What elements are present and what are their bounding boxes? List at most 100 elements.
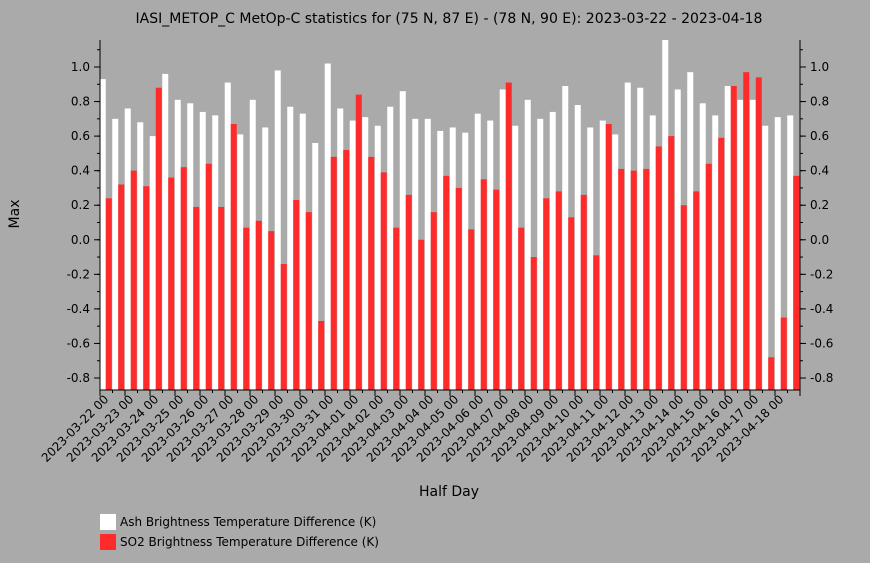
- so2-bar: [630, 170, 637, 390]
- so2-bar: [493, 189, 500, 390]
- ash-bar: [424, 118, 431, 390]
- ash-bar: [624, 82, 631, 391]
- so2-bar: [105, 198, 112, 390]
- ash-bar: [299, 113, 306, 391]
- ash-bar: [687, 72, 694, 391]
- so2-bar: [468, 229, 475, 390]
- ash-bar: [487, 120, 494, 390]
- so2-bar: [180, 167, 187, 390]
- so2-bar: [505, 82, 512, 391]
- y-tick-label-right: 0.2: [810, 198, 829, 212]
- so2-bar: [230, 124, 237, 391]
- ash-bar: [499, 89, 506, 391]
- y-tick-label-left: 0.4: [71, 164, 90, 178]
- ash-bar: [237, 134, 244, 390]
- so2-bar: [568, 217, 575, 390]
- so2-bar: [143, 186, 150, 390]
- ash-bar: [212, 115, 219, 390]
- y-tick-label-left: 0.6: [71, 129, 90, 143]
- y-tick-label-right: -0.2: [810, 267, 833, 281]
- so2-bar: [618, 168, 625, 390]
- ash-bar: [149, 136, 156, 390]
- ash-bar: [362, 117, 369, 391]
- y-tick-label-left: -0.2: [67, 267, 90, 281]
- so2-bar: [318, 320, 325, 390]
- so2-bar: [593, 255, 600, 390]
- y-axis-label: Max: [7, 200, 23, 229]
- ash-bar: [762, 125, 769, 391]
- legend-swatch-ash: [100, 514, 116, 530]
- ash-bar: [412, 118, 419, 390]
- ash-bar: [674, 89, 681, 391]
- so2-bar: [655, 146, 662, 390]
- so2-bar: [743, 72, 750, 391]
- so2-bar: [443, 175, 450, 390]
- ash-bar: [399, 91, 406, 390]
- so2-bar: [780, 317, 787, 390]
- ash-bar: [324, 63, 331, 390]
- legend: Ash Brightness Temperature Difference (K…: [100, 512, 379, 552]
- ash-bar: [787, 115, 794, 390]
- ash-bar: [549, 111, 556, 391]
- y-tick-label-right: 0.4: [810, 164, 829, 178]
- legend-swatch-so2: [100, 534, 116, 550]
- so2-bar: [393, 227, 400, 390]
- so2-bar: [343, 149, 350, 390]
- ash-bar: [262, 127, 269, 390]
- so2-bar: [305, 212, 312, 390]
- ash-bar: [162, 73, 169, 390]
- ash-bar: [724, 86, 731, 390]
- ash-bar: [774, 117, 781, 391]
- so2-bar: [280, 263, 287, 390]
- so2-bar: [430, 212, 437, 390]
- ash-bar: [274, 70, 281, 391]
- ash-bar: [587, 127, 594, 390]
- y-tick-label-right: -0.8: [810, 371, 833, 385]
- ash-bar: [662, 40, 669, 390]
- ash-bar: [474, 113, 481, 391]
- ash-bar: [224, 82, 231, 391]
- ash-bar: [112, 118, 119, 390]
- so2-bar: [130, 170, 137, 390]
- ash-bar: [137, 122, 144, 390]
- ash-bar: [712, 115, 719, 390]
- ash-bar: [374, 125, 381, 391]
- y-tick-label-left: -0.8: [67, 371, 90, 385]
- so2-bar: [293, 200, 300, 390]
- ash-bar: [199, 111, 206, 391]
- ash-bar: [749, 99, 756, 390]
- so2-bar: [643, 168, 650, 390]
- chart-title: IASI_METOP_C MetOp-C statistics for (75 …: [136, 11, 763, 27]
- so2-bar: [330, 156, 337, 390]
- so2-bar: [793, 175, 800, 390]
- so2-bar: [605, 124, 612, 391]
- so2-bar: [480, 179, 487, 390]
- y-tick-label-left: -0.6: [67, 336, 90, 350]
- so2-bar: [418, 239, 425, 390]
- legend-label-ash: Ash Brightness Temperature Difference (K…: [120, 515, 377, 529]
- so2-bar: [730, 86, 737, 390]
- ash-bar: [462, 132, 469, 390]
- so2-bar: [193, 206, 200, 390]
- y-tick-label-right: -0.6: [810, 336, 833, 350]
- so2-bar: [530, 257, 537, 390]
- legend-label-so2: SO2 Brightness Temperature Difference (K…: [120, 535, 379, 549]
- ash-bar: [349, 120, 356, 390]
- ash-bar: [312, 143, 319, 390]
- bars-group: [99, 40, 800, 391]
- ash-bar: [574, 105, 581, 390]
- ash-bar: [249, 99, 256, 390]
- ash-bar: [387, 106, 394, 391]
- ash-bar: [524, 99, 531, 390]
- so2-bar: [705, 163, 712, 390]
- x-axis-label: Half Day: [419, 484, 479, 500]
- so2-bar: [543, 198, 550, 390]
- ash-bar: [562, 86, 569, 390]
- ash-bar: [437, 130, 444, 390]
- ash-bar: [337, 108, 344, 390]
- so2-bar: [155, 87, 162, 390]
- so2-bar: [555, 191, 562, 390]
- so2-bar: [243, 227, 250, 390]
- ash-bar: [287, 106, 294, 391]
